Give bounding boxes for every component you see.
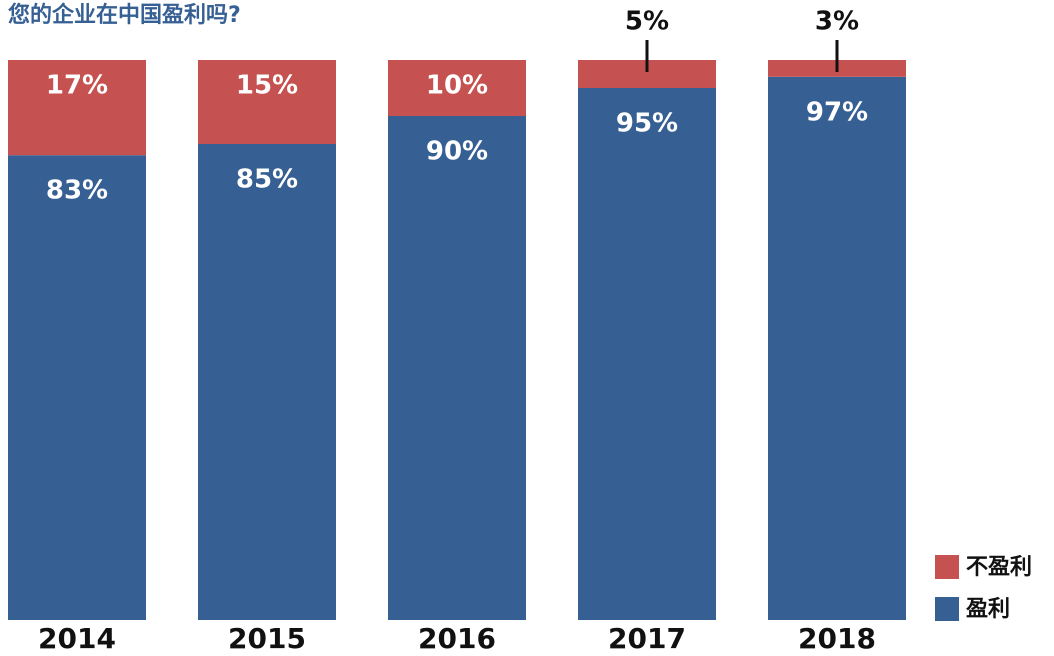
x-tick-label: 2015 [228,622,306,655]
value-label: 83% [46,176,108,206]
bar-segment [388,116,526,620]
legend-swatch [935,555,959,579]
bar-segment [578,88,716,620]
value-label: 5% [625,7,669,37]
legend-label: 盈利 [965,597,1010,622]
value-label: 85% [236,165,298,195]
value-label: 15% [236,71,298,101]
bar-segment [8,155,146,620]
x-tick-label: 2017 [608,622,686,655]
x-tick-label: 2016 [418,622,496,655]
legend-swatch [935,597,959,621]
legend-label: 不盈利 [966,555,1032,580]
value-label: 90% [426,137,488,167]
bar-segment [768,76,906,621]
x-tick-label: 2018 [798,622,876,655]
bar-segment [8,60,146,156]
bar-segment [198,144,336,620]
chart-title: 您的企业在中国盈利吗? [8,2,241,28]
value-label: 17% [46,71,108,101]
bar-segment [388,60,526,116]
x-tick-label: 2014 [38,622,116,655]
value-label: 97% [806,97,868,127]
value-label: 10% [426,71,488,101]
value-label: 3% [815,7,859,37]
bar-segment [198,60,336,144]
value-label: 95% [616,109,678,139]
